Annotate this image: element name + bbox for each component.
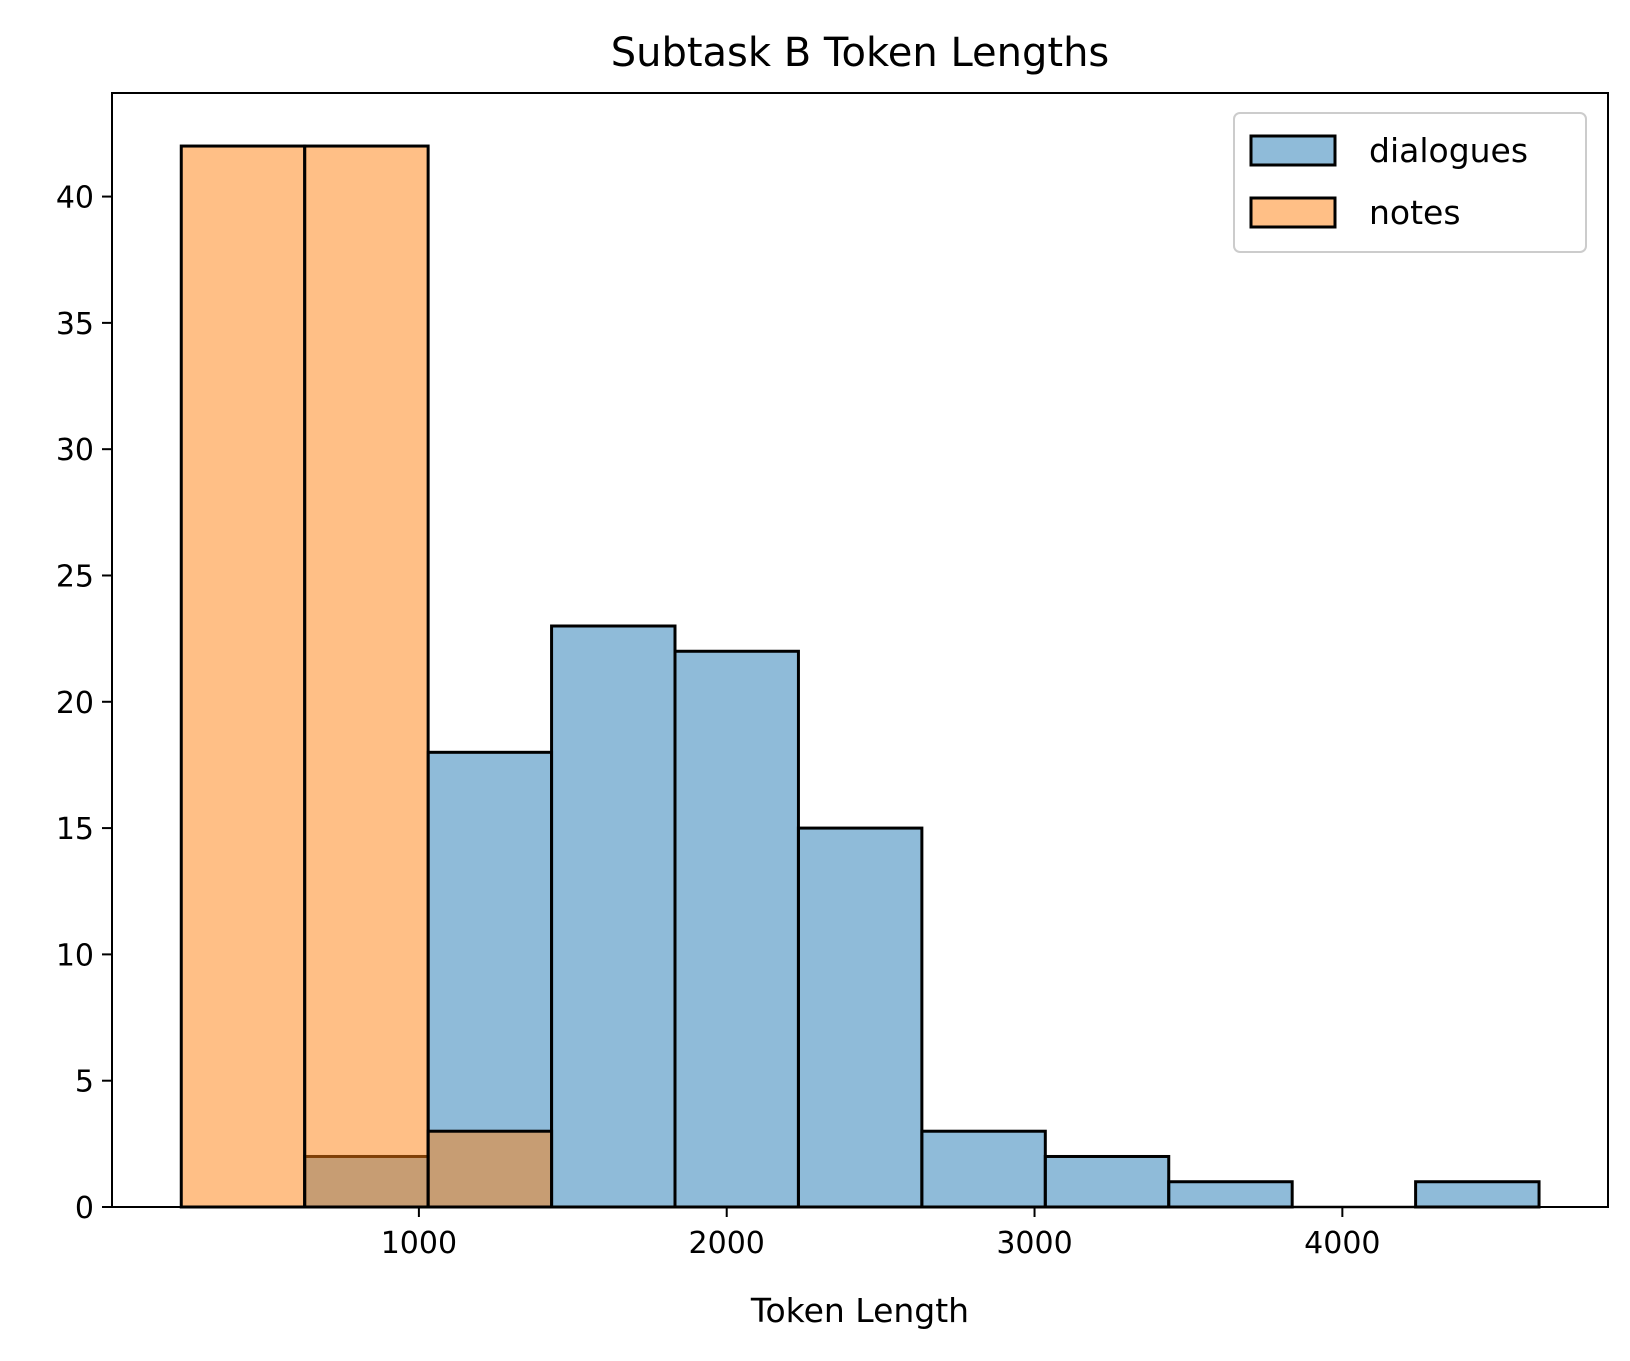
series-notes: [179, 144, 554, 1209]
legend-label-notes: notes: [1369, 193, 1461, 232]
legend-swatch-dialogues: [1249, 134, 1337, 167]
bar-notes-0: [179, 144, 307, 1209]
plot-frame: [111, 92, 1609, 1208]
bar-notes-1: [303, 144, 430, 1209]
bar-dialogues-8: [1167, 1180, 1294, 1209]
legend-label-dialogues: dialogues: [1369, 131, 1528, 170]
bar-dialogues-7: [1043, 1154, 1171, 1209]
y-tick-label: 25: [56, 559, 94, 594]
y-tick-label: 20: [56, 686, 94, 721]
axes-layer: 0 5 10 15 20 25 30 35 40 1000 2000 3000 4000: [56, 92, 1609, 1261]
y-tick-label: 10: [56, 938, 94, 973]
bar-dialogues-10: [1414, 1180, 1541, 1209]
x-tick-label: 1000: [381, 1226, 457, 1261]
bar-dialogues-6: [920, 1129, 1047, 1209]
legend: dialogues notes: [1233, 112, 1587, 253]
bar-dialogues-4: [673, 649, 800, 1209]
bar-notes-2: [426, 1129, 554, 1209]
x-axis-title: Token Length: [750, 1291, 969, 1330]
y-tick-label: 0: [75, 1191, 94, 1226]
x-tick-label: 3000: [996, 1226, 1072, 1261]
chart-title: Subtask B Token Lengths: [611, 30, 1110, 76]
x-tick-label: 2000: [689, 1226, 765, 1261]
y-tick-label: 40: [56, 181, 94, 216]
y-tick-label: 30: [56, 433, 94, 468]
y-tick-label: 15: [56, 812, 94, 847]
legend-swatch-notes: [1249, 196, 1337, 229]
y-tick-label: 35: [56, 307, 94, 342]
x-tick-label: 4000: [1304, 1226, 1380, 1261]
bar-dialogues-3: [550, 624, 677, 1209]
bar-dialogues-5: [796, 826, 924, 1209]
bars-layer: [179, 144, 1541, 1209]
y-tick-label: 5: [75, 1065, 94, 1100]
